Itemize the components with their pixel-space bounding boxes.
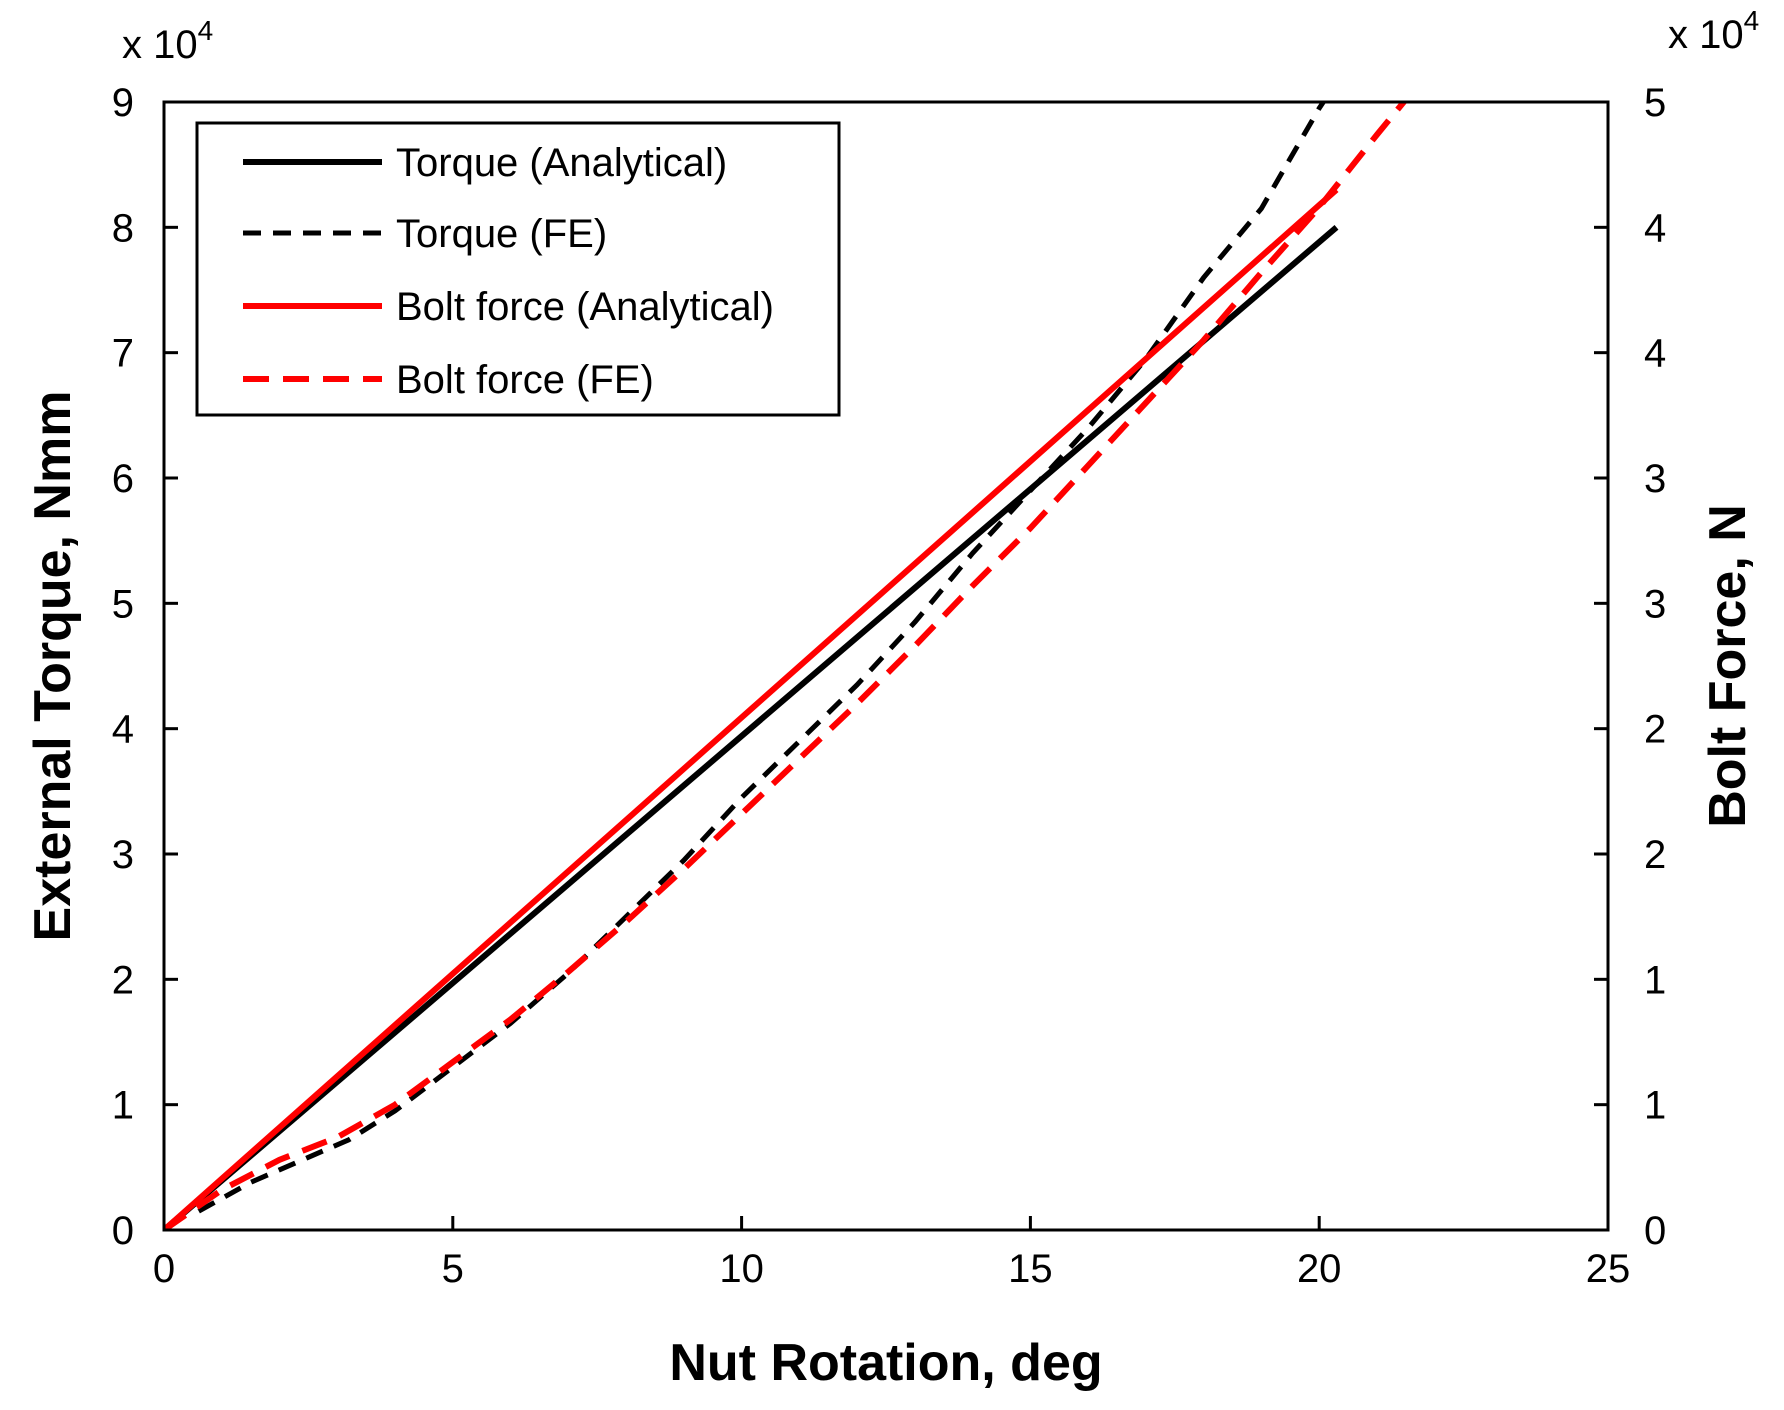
y-tick-label: 7 <box>112 332 134 376</box>
y2-tick-label: 0 <box>1644 1209 1666 1253</box>
legend-label-torque-analytical: Torque (Analytical) <box>396 141 727 185</box>
legend-label-torque-fe: Torque (FE) <box>396 212 607 256</box>
y2-tick-label: 5 <box>1644 81 1666 125</box>
x-tick-label: 5 <box>442 1247 464 1291</box>
plot-area-frame <box>162 100 1610 1232</box>
y2-tick-label: 4 <box>1644 332 1666 376</box>
series-line-torque-analytical <box>164 225 1339 1230</box>
legend-label-bolt-force-fe: Bolt force (FE) <box>396 358 654 402</box>
y2-tick-label: 1 <box>1644 958 1666 1002</box>
x-tick-label: 15 <box>1008 1247 1053 1291</box>
y-tick-label: 0 <box>112 1209 134 1253</box>
y2-tick-label: 3 <box>1644 457 1666 501</box>
series-line-bolt-force-analytical <box>164 187 1339 1230</box>
y-tick-label: 5 <box>112 582 134 626</box>
series-line-bolt-force-fe <box>164 102 1408 1230</box>
ticks-layer: 0 5 10 15 20 25 0 1 2 3 4 5 6 7 8 9 0 1 1 2 2 3 3 4 4 5 <box>112 81 1667 1291</box>
x-tick-label: 20 <box>1297 1247 1342 1291</box>
y2-axis-multiplier: x 104 <box>1668 5 1759 57</box>
y2-tick-label: 3 <box>1644 582 1666 626</box>
legend-label-bolt-force-analytical: Bolt force (Analytical) <box>396 285 774 329</box>
series-layer <box>164 102 1408 1230</box>
y2-tick-label: 2 <box>1644 708 1666 752</box>
y2-tick-label: 2 <box>1644 833 1666 877</box>
y-tick-label: 6 <box>112 457 134 501</box>
x-axis-title: Nut Rotation, deg <box>669 1334 1102 1392</box>
y-tick-label: 4 <box>112 708 134 752</box>
y-tick-label: 8 <box>112 206 134 250</box>
y-axis-multiplier: x 104 <box>122 15 213 67</box>
y-tick-label: 2 <box>112 958 134 1002</box>
x-tick-label: 0 <box>153 1247 175 1291</box>
y-tick-label: 3 <box>112 833 134 877</box>
legend-frame <box>195 121 841 417</box>
y2-tick-label: 1 <box>1644 1084 1666 1128</box>
y-tick-label: 9 <box>112 81 134 125</box>
x-tick-label: 10 <box>719 1247 764 1291</box>
legend: Torque (Analytical) Torque (FE) Bolt for… <box>195 121 841 417</box>
y2-tick-label: 4 <box>1644 206 1666 250</box>
y-tick-label: 1 <box>112 1084 134 1128</box>
y-axis-title: External Torque, Nmm <box>24 391 82 942</box>
x-tick-label: 25 <box>1586 1247 1631 1291</box>
y2-axis-title: Bolt Force, N <box>1699 504 1757 828</box>
